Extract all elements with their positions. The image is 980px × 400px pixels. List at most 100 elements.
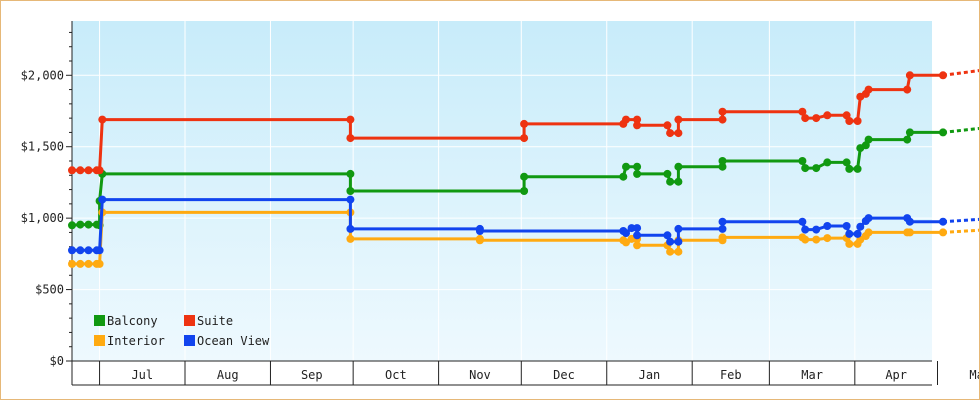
data-point [939, 228, 947, 237]
data-point [823, 222, 832, 230]
data-point [475, 236, 484, 245]
data-point [627, 224, 636, 233]
data-point [939, 128, 947, 137]
legend-swatch [184, 335, 195, 346]
series-line [71, 130, 943, 227]
month-label: Oct [385, 368, 407, 382]
data-point [520, 134, 529, 143]
data-point [520, 187, 529, 195]
data-point [346, 134, 355, 143]
data-point [633, 224, 642, 233]
legend-item-suite: Suite [184, 314, 233, 328]
data-point [98, 115, 107, 124]
data-point [84, 259, 93, 268]
data-point [845, 239, 854, 248]
series-suite [68, 69, 979, 175]
data-point [842, 158, 851, 167]
data-point [798, 217, 807, 226]
series-interior [68, 208, 979, 268]
data-point [475, 227, 484, 235]
forecast-line [942, 69, 979, 77]
data-point [95, 166, 104, 175]
data-point [68, 259, 76, 268]
data-point [823, 234, 832, 243]
legend: Balcony Suite Interior Ocean View [94, 314, 270, 348]
data-point [663, 231, 672, 240]
data-point [663, 121, 672, 130]
data-point [842, 222, 851, 230]
data-point [812, 114, 821, 123]
data-point [823, 158, 832, 167]
data-point [674, 162, 683, 171]
month-label: Dec [553, 368, 575, 382]
data-point [633, 231, 642, 240]
data-point [939, 71, 947, 80]
data-point [801, 114, 810, 123]
data-point [864, 214, 873, 223]
data-point [798, 107, 807, 116]
data-point [68, 246, 76, 255]
data-point [718, 157, 727, 165]
data-point [812, 235, 821, 244]
data-point [346, 169, 355, 178]
data-point [905, 228, 914, 237]
data-point [674, 129, 683, 138]
data-point [622, 229, 630, 238]
month-label: Aug [217, 368, 239, 382]
data-point [674, 115, 683, 124]
data-point [903, 135, 912, 144]
y-tick-label: $2,000 [21, 68, 64, 82]
legend-swatch [94, 335, 105, 346]
data-point [346, 195, 355, 204]
data-point [666, 177, 675, 186]
data-point [801, 225, 810, 234]
y-tick-label: $1,500 [21, 140, 64, 154]
data-point [622, 162, 630, 171]
y-tick-label: $0 [50, 354, 64, 368]
data-point [939, 217, 947, 226]
y-tick-label: $500 [35, 283, 64, 297]
data-point [666, 247, 675, 256]
data-point [853, 117, 862, 125]
month-label: Sep [301, 368, 323, 382]
data-point [76, 166, 85, 175]
data-point [812, 164, 821, 173]
data-point [801, 235, 810, 244]
data-point [674, 247, 683, 256]
series-lines [68, 69, 979, 268]
data-point [346, 115, 355, 124]
data-point [801, 164, 810, 173]
data-point [864, 228, 873, 237]
data-point [853, 164, 862, 173]
data-point [718, 224, 727, 233]
data-point [666, 129, 675, 138]
data-point [845, 164, 854, 173]
data-point [68, 221, 76, 230]
data-point [84, 246, 93, 255]
data-point [864, 85, 873, 94]
data-point [718, 233, 727, 242]
data-point [95, 259, 104, 268]
data-point [633, 115, 642, 124]
data-point [633, 121, 642, 130]
legend-label: Balcony [107, 314, 158, 328]
data-point [98, 195, 107, 204]
data-point [633, 169, 642, 178]
month-label: Apr [885, 368, 907, 382]
month-label: Mar [801, 368, 823, 382]
grid [72, 21, 939, 361]
data-point [84, 166, 93, 175]
month-label: Jul [131, 368, 153, 382]
data-point [718, 162, 727, 171]
data-point [856, 222, 865, 231]
month-label: Nov [469, 368, 491, 382]
month-label: Feb [720, 368, 742, 382]
data-point [76, 246, 85, 255]
data-point [674, 224, 683, 233]
data-point [823, 111, 832, 120]
data-point [84, 220, 93, 229]
data-point [905, 71, 914, 80]
data-point [853, 229, 862, 238]
data-point [633, 162, 642, 171]
